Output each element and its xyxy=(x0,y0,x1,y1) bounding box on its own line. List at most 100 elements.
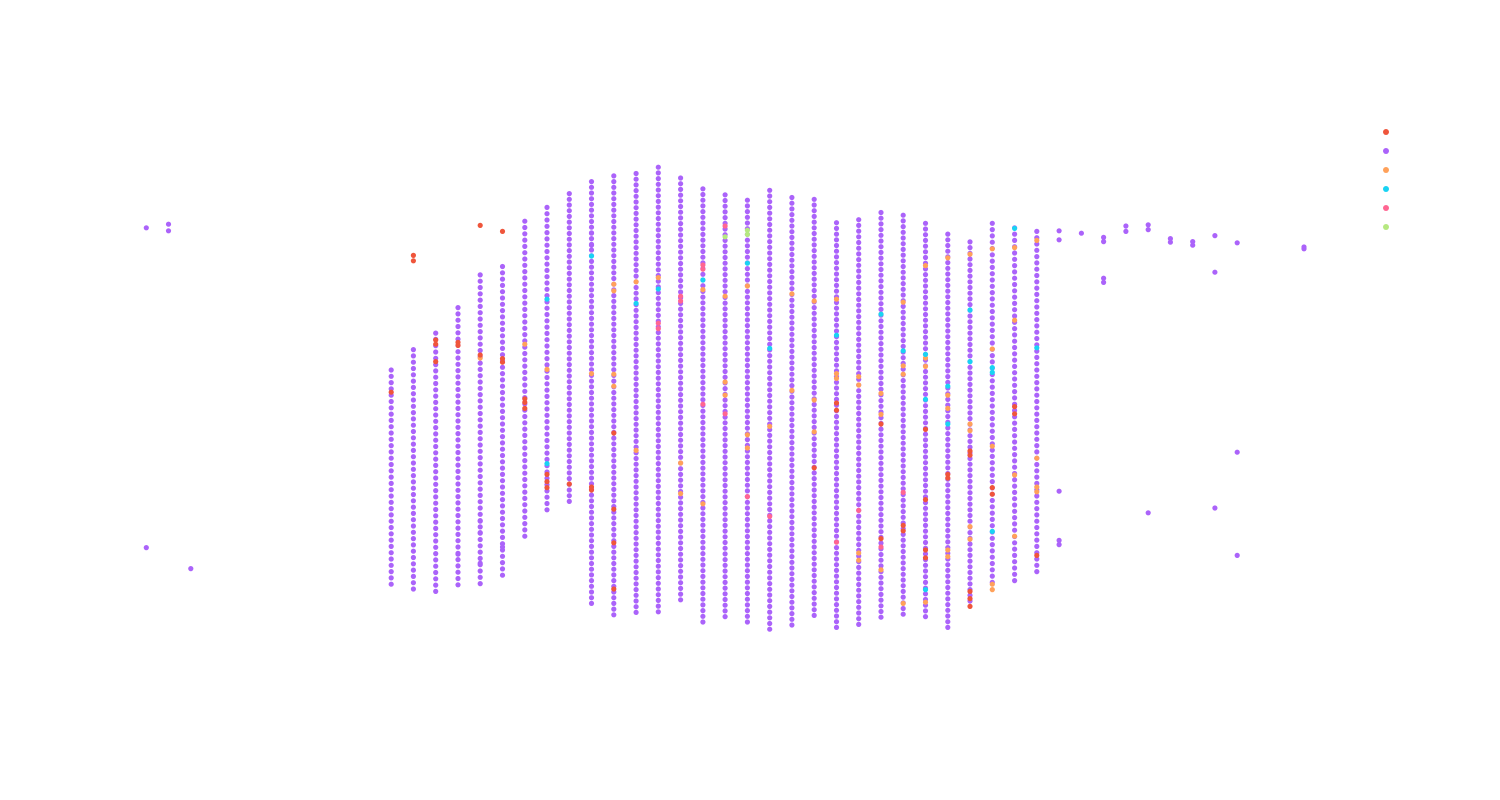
data-point-purple xyxy=(878,358,884,364)
data-point-purple xyxy=(700,431,706,437)
data-point-cyan xyxy=(833,332,840,338)
data-point-purple xyxy=(700,283,706,289)
data-point-orange xyxy=(878,567,884,573)
data-point-purple xyxy=(744,357,751,363)
data-point-purple xyxy=(789,519,795,526)
data-point-purple xyxy=(922,232,929,238)
data-point-purple xyxy=(566,379,572,385)
data-point-purple xyxy=(1034,380,1040,386)
data-point-purple xyxy=(455,311,461,317)
data-point-purple xyxy=(856,342,862,348)
data-point-purple xyxy=(900,224,906,230)
data-point-purple xyxy=(655,461,661,467)
data-point-purple xyxy=(566,225,572,231)
data-point-purple xyxy=(499,497,506,503)
data-point-purple xyxy=(878,466,884,472)
data-point-purple xyxy=(767,432,773,438)
data-point-purple xyxy=(833,567,840,574)
data-point-purple xyxy=(678,585,684,592)
data-point-purple xyxy=(922,237,929,243)
data-point-purple xyxy=(566,424,572,430)
data-point-purple xyxy=(967,296,973,302)
data-point-purple xyxy=(388,417,394,423)
data-point-purple xyxy=(900,497,906,503)
data-point-purple xyxy=(633,552,639,559)
data-point-purple xyxy=(945,579,951,585)
data-point-purple xyxy=(767,410,773,416)
data-point-purple xyxy=(789,565,795,571)
data-point-purple xyxy=(544,305,550,311)
data-point-purple xyxy=(410,410,416,416)
data-point-purple xyxy=(522,319,528,325)
data-point-purple xyxy=(767,404,773,410)
data-point-purple xyxy=(700,419,706,426)
data-point-purple xyxy=(433,582,439,588)
legend-marker-pink[interactable] xyxy=(1383,205,1389,211)
data-point-purple xyxy=(1034,518,1040,524)
data-point-purple xyxy=(722,557,728,563)
data-point-purple xyxy=(945,345,951,351)
data-point-purple xyxy=(833,448,840,454)
data-point-purple xyxy=(900,281,906,287)
data-point-purple xyxy=(678,483,684,489)
data-point-purple xyxy=(477,480,483,486)
data-point-purple xyxy=(967,558,973,564)
data-point-purple xyxy=(833,579,840,585)
data-point-purple xyxy=(922,482,929,489)
data-point-purple xyxy=(967,398,973,405)
data-point-purple xyxy=(655,204,661,210)
legend-marker-cyan[interactable] xyxy=(1383,186,1389,192)
data-point-purple xyxy=(945,322,951,328)
data-point-purple xyxy=(722,465,728,471)
data-point-purple xyxy=(633,222,639,228)
data-point-purple xyxy=(967,547,973,553)
data-point-purple xyxy=(143,225,149,231)
data-point-purple xyxy=(566,441,572,447)
legend-marker-red[interactable] xyxy=(1383,129,1389,135)
data-point-purple xyxy=(900,332,906,338)
data-point-purple xyxy=(833,271,840,277)
legend-marker-green[interactable] xyxy=(1383,224,1389,230)
data-point-purple xyxy=(633,569,639,576)
legend-marker-purple[interactable] xyxy=(1383,148,1389,154)
data-point-purple xyxy=(455,481,461,487)
data-point-red xyxy=(433,337,439,343)
data-point-purple xyxy=(722,517,728,523)
data-point-purple xyxy=(811,481,817,487)
data-point-orange xyxy=(522,341,528,347)
data-point-purple xyxy=(165,221,172,227)
data-point-purple xyxy=(388,411,394,417)
data-point-purple xyxy=(477,455,483,461)
data-point-purple xyxy=(900,355,906,361)
data-point-purple xyxy=(1034,562,1040,568)
legend-marker-orange[interactable] xyxy=(1383,167,1389,173)
data-point-purple xyxy=(1101,234,1107,240)
data-point-orange xyxy=(900,371,906,377)
data-point-purple xyxy=(455,557,461,563)
data-point-purple xyxy=(477,574,483,580)
data-point-purple xyxy=(1034,228,1040,234)
data-point-purple xyxy=(945,260,951,266)
data-point-purple xyxy=(655,250,661,256)
data-point-purple xyxy=(700,209,706,215)
data-point-purple xyxy=(499,352,506,358)
data-point-purple xyxy=(410,397,416,403)
data-point-purple xyxy=(1301,246,1307,252)
data-point-purple xyxy=(767,438,773,444)
data-point-purple xyxy=(588,492,595,498)
data-point-purple xyxy=(922,340,929,346)
data-point-purple xyxy=(744,454,751,460)
data-point-purple xyxy=(522,332,528,338)
data-point-purple xyxy=(678,414,684,420)
data-point-purple xyxy=(633,290,639,296)
data-point-purple xyxy=(833,385,840,391)
data-point-purple xyxy=(410,378,416,384)
data-point-purple xyxy=(522,426,528,432)
data-point-purple xyxy=(678,597,684,603)
data-point-purple xyxy=(945,493,951,499)
data-point-purple xyxy=(967,512,973,519)
data-point-purple xyxy=(477,341,483,347)
data-point-purple xyxy=(900,577,906,583)
data-point-purple xyxy=(967,273,973,279)
data-point-purple xyxy=(811,196,817,202)
